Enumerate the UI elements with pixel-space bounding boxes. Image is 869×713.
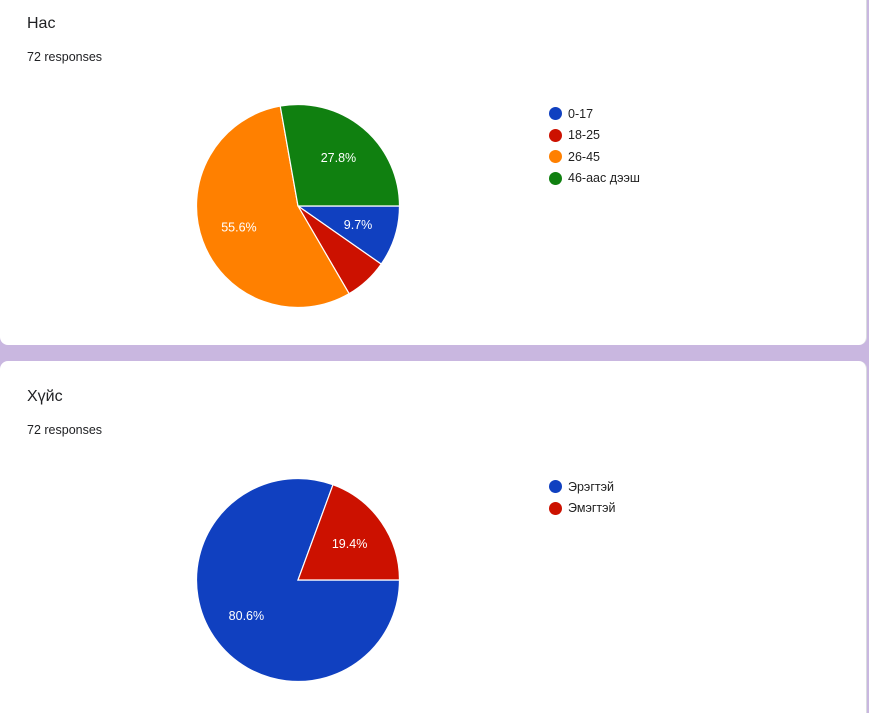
legend-item-18-25[interactable]: 18-25: [549, 125, 640, 147]
legend-label: 46-аас дээш: [568, 171, 640, 186]
slice-label-46-аас-дээш: 27.8%: [321, 151, 356, 165]
legend-swatch: [549, 501, 562, 515]
legend-item-0-17[interactable]: 0-17: [549, 103, 640, 125]
legend-label: 0-17: [568, 106, 594, 121]
pie-slice-46-аас-дээш[interactable]: [279, 103, 401, 207]
legend-item-эмэгтэй[interactable]: Эмэгтэй: [549, 498, 615, 520]
legend-swatch: [549, 171, 562, 185]
response-count: 72 responses: [27, 423, 103, 437]
question-title: Хүйс: [27, 388, 63, 405]
legend-swatch: [549, 150, 562, 164]
gender-pie-chart: 80.6% 19.4%: [195, 477, 401, 683]
legend-item-46-аас-дээш[interactable]: 46-аас дээш: [549, 168, 640, 190]
slice-label-эрэгтэй: 80.6%: [229, 609, 264, 623]
pie-slice-эмэгтэй[interactable]: [297, 483, 401, 581]
gender-question-card: Хүйс 72 responses 80.6% 19.4% Эрэгтэй Эмэг…: [0, 361, 867, 713]
slice-label-26-45: 55.6%: [221, 221, 256, 235]
pie-slice-26-45[interactable]: [195, 105, 350, 309]
legend-label: Эмэгтэй: [568, 501, 616, 516]
legend-item-эрэгтэй[interactable]: Эрэгтэй: [549, 476, 615, 498]
legend-item-26-45[interactable]: 26-45: [549, 146, 640, 168]
legend-label: 18-25: [568, 128, 600, 143]
gender-chart-legend: Эрэгтэй Эмэгтэй: [549, 476, 615, 519]
legend-label: 26-45: [568, 149, 600, 164]
age-chart-legend: 0-17 18-25 26-45 46-аас дээш: [549, 103, 640, 189]
response-count: 72 responses: [27, 50, 103, 64]
age-pie-chart: 9.7% 55.6% 27.8%: [195, 103, 401, 309]
age-question-card: Нас 72 responses 9.7% 55.6% 27.8% 0-17 18-2…: [0, 0, 867, 345]
slice-label-0-17: 9.7%: [344, 218, 373, 232]
legend-swatch: [549, 107, 562, 121]
legend-swatch: [549, 128, 562, 142]
question-title: Нас: [27, 15, 56, 32]
slice-label-эмэгтэй: 19.4%: [332, 537, 367, 551]
legend-swatch: [549, 480, 562, 494]
legend-label: Эрэгтэй: [568, 479, 614, 494]
